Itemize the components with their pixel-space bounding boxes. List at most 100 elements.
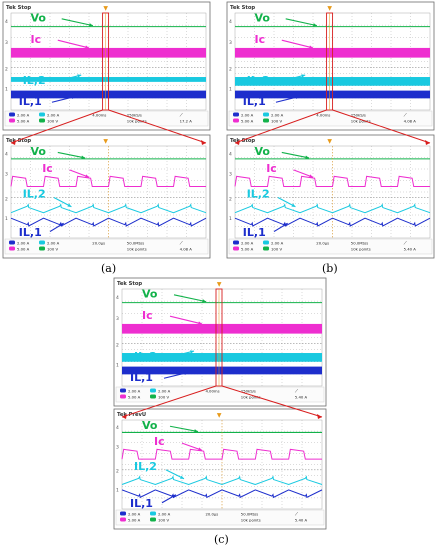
panel-c-top-ch-badge-1 <box>120 388 126 393</box>
panel-a-bottom-ch-scale-4: 100 V <box>47 247 58 252</box>
panel-b-bottom-ch-badge-3 <box>263 240 269 245</box>
panel-c-top-ch-badge-3 <box>150 388 156 393</box>
panel-c-trigger-marker: ▼ <box>217 281 222 288</box>
panel-b-header: Tek Stop <box>230 138 255 144</box>
panel-c-label-ic: Ic <box>154 435 165 448</box>
panel-b-top-trigger-slope-icon: ⟋ <box>404 113 408 119</box>
panel-b-top-ch-badge-2 <box>233 118 239 123</box>
panel-c-top-ch-scale-1: 2.00 A <box>128 389 141 394</box>
panel-b-bottom-ch-scale-4: 100 V <box>271 247 282 252</box>
panel-a-bottom-sample-rate: 50.0MS/s <box>127 241 144 246</box>
panel-b-top-timebase: 4.00ms <box>316 113 330 118</box>
panel-a-top-record-length: 10k points <box>127 119 147 124</box>
panel-c-top-ch-scale-4: 100 V <box>158 395 169 400</box>
panel-b-zoom-line-left <box>234 109 327 144</box>
panel-a-bottom-trigger-level: 4.08 A <box>180 247 193 252</box>
panel-a-top-trigger-slope-icon: ⟋ <box>180 113 184 119</box>
panel-c-arrow-il2 <box>169 350 195 358</box>
panel-c-arrow-il1 <box>161 494 177 504</box>
panel-c-il2-trace <box>121 475 323 486</box>
panel-c-bottom-ch-scale-3: 2.00 A <box>158 512 171 517</box>
panel-a-zoom-line-right <box>108 109 207 144</box>
caption-a: (a) <box>101 262 117 275</box>
panel-b-label-il1: IL,1 <box>243 226 266 239</box>
panel-a-top-timebase: 4.00ms <box>92 113 106 118</box>
panel-a-bottom-ch-scale-2: 5.00 A <box>17 247 30 252</box>
panel-c-zoom-arrowhead-left <box>122 414 127 419</box>
panel-c-label-vo: Vo <box>142 288 158 301</box>
panel-b-arrow-ic <box>293 169 314 178</box>
panel-a-channel-marker-2: 2 <box>5 196 8 202</box>
panel-b-bottom-ch-scale-2: 5.00 A <box>241 247 254 252</box>
panel-c-channel-marker-4: 4 <box>116 295 119 301</box>
panel-a-label-ic: Ic <box>42 162 53 175</box>
panel-a-trigger-marker: ▼ <box>103 5 108 12</box>
panel-a-top-ch-scale-2: 5.00 A <box>17 119 30 124</box>
panel-b-channel-marker-3: 3 <box>229 172 232 178</box>
panel-a-arrow-vo <box>57 151 86 159</box>
panel-a-arrow-il2 <box>53 197 72 208</box>
panel-b-bottom-sample-rate: 50.0MS/s <box>351 241 368 246</box>
panel-c-channel-marker-1: 1 <box>116 363 119 369</box>
panel-a-label-vo: Vo <box>31 145 47 158</box>
panel-b-top-ch-badge-3 <box>263 112 269 117</box>
panel-a-top-sample-rate: 250kS/s <box>127 113 142 118</box>
panel-a-frame <box>2 1 211 131</box>
panel-b-top-ch-badge-4 <box>263 118 269 123</box>
panel-a-arrow-ic <box>69 169 90 178</box>
panel-b-channel-marker-2: 2 <box>229 196 232 202</box>
panel-c-bottom-ch-scale-4: 100 V <box>158 518 169 523</box>
panel-c-bottom-ch-badge-4 <box>150 517 156 522</box>
panel-b-trigger-marker: ▼ <box>327 5 332 12</box>
panel-b-top-ch-badge-1 <box>233 112 239 117</box>
panel-a-trigger-marker: ▼ <box>103 138 108 145</box>
panel-c-top-timebase: 4.00ms <box>205 389 219 394</box>
panel-c-label-il2: IL,2 <box>134 350 157 363</box>
panel-a-bottom-record-length: 10k points <box>127 247 147 252</box>
panel-c-zoom-line-left <box>121 385 217 418</box>
panel-a-bottom-timebase: 20.0µs <box>92 241 105 246</box>
panel-c-bottom-ch-badge-3 <box>150 511 156 516</box>
caption-c: (c) <box>214 533 229 546</box>
panel-a-bottom-ch-badge-1 <box>9 240 15 245</box>
panel-b-bottom-ch-badge-2 <box>233 246 239 251</box>
panel-c-zoom-arrowhead-right <box>317 414 322 419</box>
panel-b-label-vo: Vo <box>255 12 271 25</box>
panel-c-top-ch-badge-2 <box>120 394 126 399</box>
panel-b-bottom-ch-scale-1: 2.00 A <box>241 241 254 246</box>
caption-b: (b) <box>322 262 338 275</box>
panel-b-top-ch-scale-1: 2.00 A <box>241 113 254 118</box>
panel-a-arrow-il1 <box>49 222 64 233</box>
panel-b-bottom-record-length: 10k points <box>351 247 371 252</box>
panel-b-bottom-trigger-slope-icon: ⟋ <box>404 241 408 247</box>
panel-b-frame <box>226 134 435 259</box>
panel-c-label-il2: IL,2 <box>134 460 157 473</box>
panel-b-header: Tek Stop <box>230 5 255 11</box>
panel-c-frame <box>113 277 327 407</box>
panel-c-top-trigger-slope-icon: ⟋ <box>295 389 299 395</box>
panel-c-arrow-vo <box>173 294 207 303</box>
panel-a-channel-marker-1: 1 <box>5 87 8 93</box>
panel-a-channel-marker-3: 3 <box>5 172 8 178</box>
panel-a-il2-trace <box>10 203 207 214</box>
panel-c-channel-marker-3: 3 <box>116 445 119 451</box>
panel-c-channel-marker-2: 2 <box>116 342 119 348</box>
panel-b-arrow-il2 <box>281 74 306 82</box>
panel-b-channel-marker-3: 3 <box>229 40 232 46</box>
panel-c-zoom-line-right <box>221 385 323 418</box>
panel-c-header: Tek Stop <box>117 281 142 287</box>
panel-c-bottom-ch-scale-1: 2.00 A <box>128 512 141 517</box>
panel-b-bottom-ch-badge-4 <box>263 246 269 251</box>
panel-c-arrow-ic <box>169 315 203 325</box>
panel-b-arrow-il1 <box>275 95 300 103</box>
panel-a-top-ch-scale-3: 2.00 A <box>47 113 60 118</box>
panel-a-label-il2: IL,2 <box>23 74 46 87</box>
